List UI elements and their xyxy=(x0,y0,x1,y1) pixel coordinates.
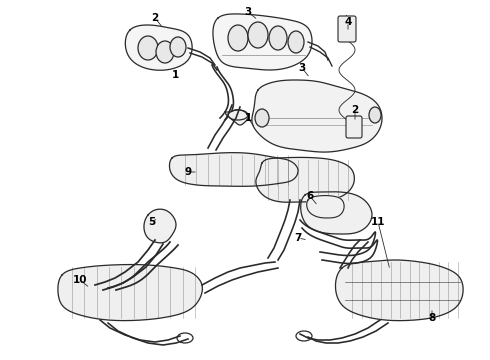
Text: 2: 2 xyxy=(151,13,159,23)
Polygon shape xyxy=(256,157,354,202)
Polygon shape xyxy=(225,110,248,125)
Polygon shape xyxy=(170,153,298,186)
Text: 7: 7 xyxy=(294,233,302,243)
FancyBboxPatch shape xyxy=(346,116,362,138)
Text: 10: 10 xyxy=(73,275,87,285)
Polygon shape xyxy=(58,265,202,321)
Ellipse shape xyxy=(255,109,269,127)
Ellipse shape xyxy=(248,22,268,48)
Ellipse shape xyxy=(170,37,186,57)
Polygon shape xyxy=(125,25,192,70)
Ellipse shape xyxy=(288,31,304,53)
Text: 1: 1 xyxy=(172,70,179,80)
FancyBboxPatch shape xyxy=(338,16,356,42)
Polygon shape xyxy=(336,260,463,321)
Ellipse shape xyxy=(138,36,158,60)
Polygon shape xyxy=(252,80,382,152)
Text: 8: 8 xyxy=(428,313,436,323)
Ellipse shape xyxy=(228,25,248,51)
Text: 3: 3 xyxy=(298,63,306,73)
Polygon shape xyxy=(307,195,344,218)
Ellipse shape xyxy=(369,107,381,123)
Text: 4: 4 xyxy=(344,17,352,27)
Text: 6: 6 xyxy=(306,191,314,201)
Ellipse shape xyxy=(269,26,287,50)
Text: 1: 1 xyxy=(245,113,252,123)
Text: 5: 5 xyxy=(148,217,156,227)
Text: 9: 9 xyxy=(184,167,192,177)
Text: 3: 3 xyxy=(245,7,252,17)
Text: 11: 11 xyxy=(371,217,385,227)
Polygon shape xyxy=(213,14,312,70)
Ellipse shape xyxy=(156,41,174,63)
Text: 2: 2 xyxy=(351,105,359,115)
Polygon shape xyxy=(144,209,176,243)
Polygon shape xyxy=(301,192,372,234)
